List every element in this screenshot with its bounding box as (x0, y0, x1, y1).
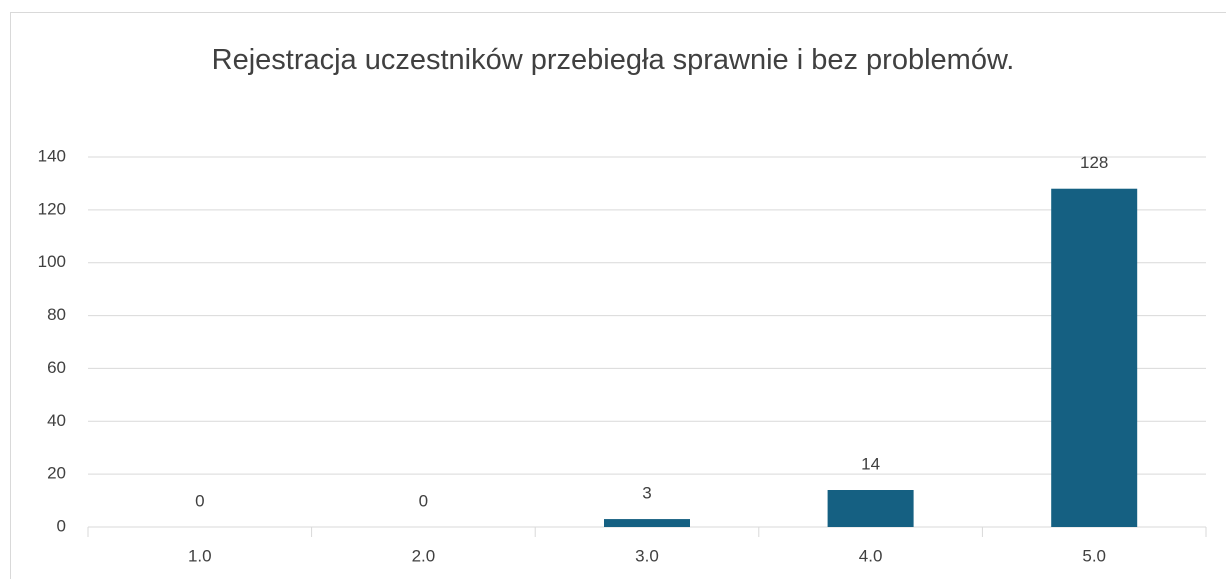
y-tick-label: 20 (47, 464, 66, 483)
y-tick-label: 60 (47, 358, 66, 377)
bar (827, 490, 914, 527)
x-tick-label: 2.0 (412, 546, 436, 565)
chart-title: Rejestracja uczestników przebiegła spraw… (211, 44, 1015, 76)
bar (1051, 188, 1138, 527)
x-tick-label: 4.0 (859, 546, 883, 565)
x-tick-label: 1.0 (188, 546, 212, 565)
y-tick-label: 40 (47, 411, 66, 430)
data-label: 3 (642, 484, 651, 503)
data-label: 0 (419, 491, 428, 510)
data-label: 14 (861, 454, 880, 473)
bar (604, 519, 690, 527)
y-tick-label: 80 (47, 305, 66, 324)
x-tick-label: 3.0 (635, 546, 659, 565)
y-tick-label: 100 (38, 252, 66, 271)
data-label: 0 (195, 491, 204, 510)
x-tick-label: 5.0 (1082, 546, 1106, 565)
data-label: 128 (1080, 153, 1108, 172)
y-tick-label: 140 (38, 146, 66, 165)
y-tick-label: 0 (57, 516, 66, 535)
chart-frame (10, 12, 1226, 579)
y-tick-label: 120 (38, 199, 66, 218)
